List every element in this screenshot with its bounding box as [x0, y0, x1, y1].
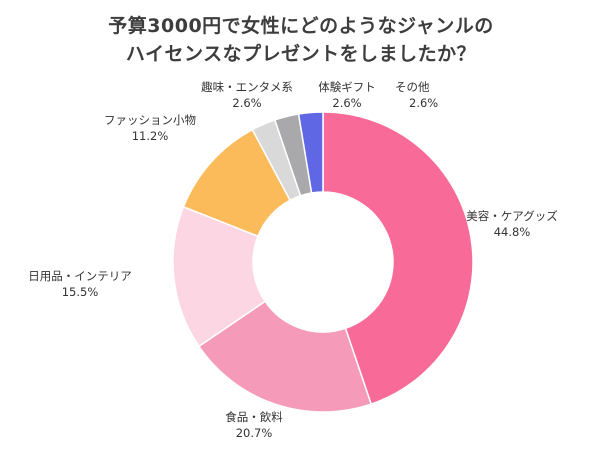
slice-value-3: 15.5% [62, 285, 99, 299]
slice-value-4: 11.2% [132, 129, 169, 143]
slice-label-1: 美容・ケアグッズ [466, 209, 557, 223]
slice-1 [322, 111, 474, 406]
donut-slices [172, 111, 474, 413]
slice-label-4: ファッション小物 [104, 113, 196, 127]
chart-title-line-1: 予算3000円で女性にどのようなジャンルの [108, 15, 494, 37]
slice-labels: 美容・ケアグッズ 44.8% 食品・飲料 20.7% 日用品・インテリア 15.5% ファッ… [28, 80, 557, 440]
slice-label-2: 食品・飲料 [225, 410, 283, 424]
slice-label-6: 体験ギフト [318, 80, 376, 94]
chart-title-line-2: ハイセンスなプレゼントをしましたか？ [125, 43, 477, 65]
chart-title: 予算3000円で女性にどのようなジャンルの ハイセンスなプレゼントをしましたか？ [0, 12, 602, 68]
slice-label-3: 日用品・インテリア [28, 269, 132, 283]
slice-value-6: 2.6% [332, 96, 361, 110]
slice-value-7: 2.6% [409, 96, 438, 110]
slice-label-7: その他 [395, 80, 430, 94]
slice-value-1: 44.8% [494, 225, 531, 239]
slice-3 [172, 205, 267, 348]
slice-2 [197, 300, 373, 413]
slice-label-5: 趣味・エンタメ系 [201, 80, 293, 94]
slice-value-5: 2.6% [232, 96, 261, 110]
slice-value-2: 20.7% [236, 426, 273, 440]
slice-7 [297, 111, 324, 194]
